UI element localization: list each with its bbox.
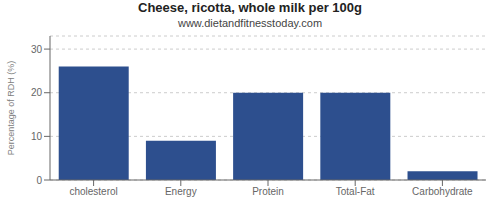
svg-text:Percentage of RDH (%): Percentage of RDH (%) bbox=[8, 61, 16, 156]
svg-text:30: 30 bbox=[31, 44, 43, 55]
svg-text:20: 20 bbox=[31, 87, 43, 98]
svg-text:Protein: Protein bbox=[252, 186, 284, 197]
html-text:www.dietandfitnesstoday.com: www.dietandfitnesstoday.com bbox=[178, 17, 322, 29]
svg-text:cholesterol: cholesterol bbox=[69, 186, 117, 197]
svg-text:Carbohydrate: Carbohydrate bbox=[412, 186, 473, 197]
svg-text:Energy: Energy bbox=[165, 186, 197, 197]
html-text:Cheese, ricotta, whole milk pe: Cheese, ricotta, whole milk per 100g bbox=[138, 0, 362, 15]
svg-text:Total-Fat: Total-Fat bbox=[336, 186, 375, 197]
svg-text:0: 0 bbox=[36, 175, 42, 186]
svg-text:10: 10 bbox=[31, 131, 43, 142]
